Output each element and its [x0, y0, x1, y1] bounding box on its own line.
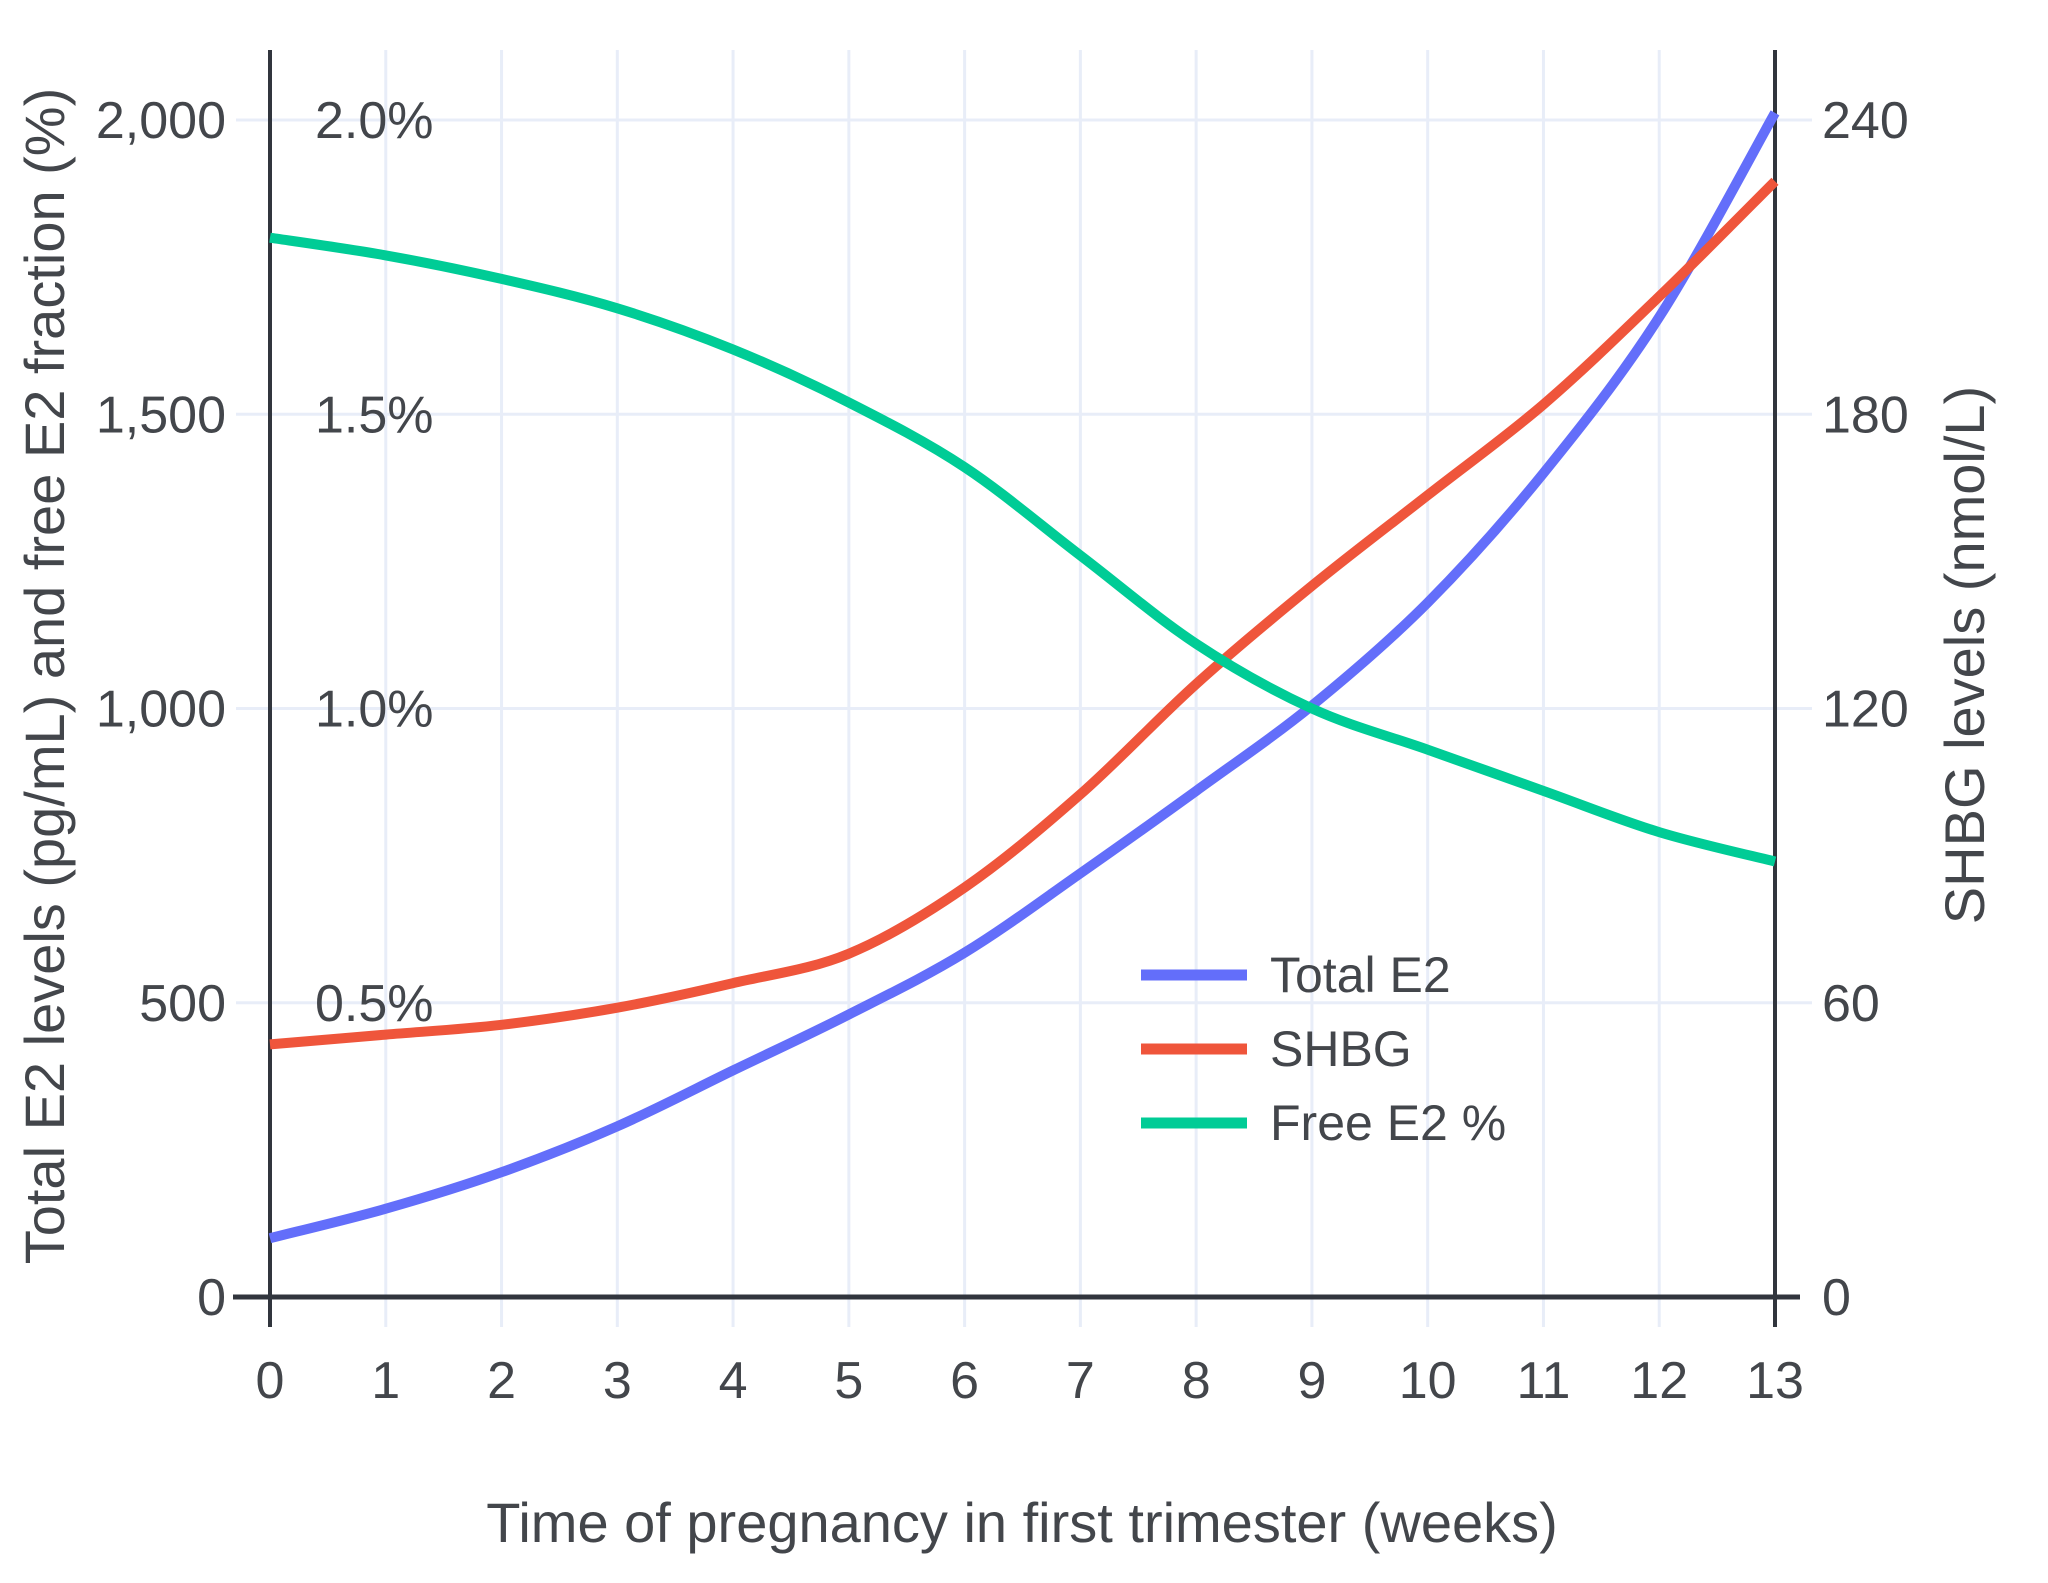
y-right-axis-title: SHBG levels (nmol/L): [1933, 386, 1996, 924]
x-tick-label: 1: [371, 1352, 400, 1410]
y-right-tick-label: 0: [1822, 1269, 1851, 1327]
y-right-tick-label: 60: [1822, 975, 1880, 1033]
x-tick-label: 5: [834, 1352, 863, 1410]
x-tick-label: 10: [1399, 1352, 1457, 1410]
grid-layer: [236, 50, 1812, 1327]
y-right-tick-label: 240: [1822, 92, 1909, 150]
x-tick-label: 9: [1297, 1352, 1326, 1410]
pct-tick-label: 1.0%: [315, 681, 434, 739]
legend-item-shbg[interactable]: SHBG: [1141, 1021, 1412, 1077]
pct-tick-label: 2.0%: [315, 92, 434, 150]
x-axis-title: Time of pregnancy in first trimester (we…: [486, 1491, 1558, 1554]
total-e2-line: [268, 110, 1780, 1244]
legend-label: Total E2: [1270, 947, 1451, 1003]
legend: Total E2 SHBG Free E2 %: [1141, 947, 1506, 1151]
series-layer: [268, 110, 1780, 1244]
y-right-tick-label: 180: [1822, 386, 1909, 444]
x-tick-label: 0: [256, 1352, 285, 1410]
x-tick-label: 13: [1746, 1352, 1804, 1410]
y-left-tick-label: 500: [139, 975, 226, 1033]
shbg-line: [269, 177, 1779, 1050]
x-tick-label: 3: [603, 1352, 632, 1410]
x-tick-label: 12: [1630, 1352, 1688, 1410]
y-left-tick-label: 0: [197, 1269, 226, 1327]
ticklabel-layer: 05001,0001,5002,0000.5%1.0%1.5%2.0%06012…: [96, 92, 1909, 1410]
free-e2-line: [269, 232, 1777, 867]
pct-tick-label: 0.5%: [315, 975, 434, 1033]
y-left-axis-title: Total E2 levels (pg/mL) and free E2 frac…: [13, 88, 76, 1265]
y-right-tick-label: 120: [1822, 681, 1909, 739]
y-left-tick-label: 1,000: [96, 681, 226, 739]
axis-layer: [233, 50, 1800, 1327]
y-left-tick-label: 1,500: [96, 386, 226, 444]
x-tick-label: 7: [1066, 1352, 1095, 1410]
y-left-tick-label: 2,000: [96, 92, 226, 150]
legend-label: SHBG: [1270, 1021, 1412, 1077]
x-tick-label: 6: [950, 1352, 979, 1410]
x-tick-label: 11: [1516, 1352, 1570, 1410]
pct-tick-label: 1.5%: [315, 386, 434, 444]
x-tick-label: 8: [1182, 1352, 1211, 1410]
legend-item-free-e2[interactable]: Free E2 %: [1141, 1095, 1506, 1151]
x-tick-label: 4: [719, 1352, 748, 1410]
title-layer: Time of pregnancy in first trimester (we…: [13, 88, 1996, 1554]
legend-label: Free E2 %: [1270, 1095, 1506, 1151]
legend-item-total-e2[interactable]: Total E2: [1141, 947, 1451, 1003]
x-tick-label: 2: [487, 1352, 516, 1410]
